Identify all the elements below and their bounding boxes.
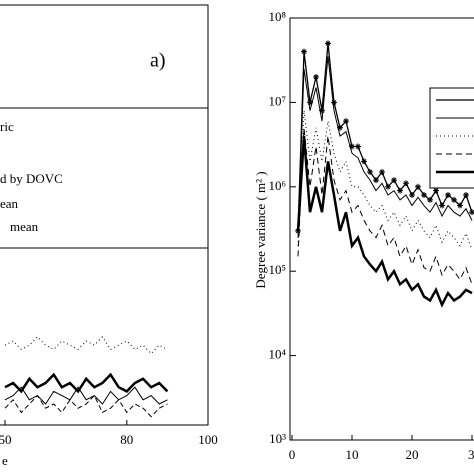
star-marker: [325, 40, 331, 47]
star-marker: [445, 191, 451, 198]
star-marker: [391, 177, 397, 184]
legend-label: ean: [0, 196, 19, 211]
star-marker: [469, 209, 474, 216]
y-tick-label: 10⁶: [268, 178, 286, 193]
star-marker: [385, 183, 391, 190]
x-tick-label: 100: [198, 432, 218, 447]
legend-label: mean: [10, 219, 39, 234]
x-tick-label: 30: [468, 447, 474, 462]
star-marker: [409, 191, 415, 198]
series-line: [297, 127, 473, 285]
x-tick-label: 80: [120, 432, 133, 447]
series-line: [297, 43, 473, 231]
left-legend-box: [0, 107, 209, 249]
y-tick-label: 10⁷: [268, 93, 286, 108]
star-marker: [451, 196, 457, 203]
star-marker: [331, 99, 337, 106]
series-line: [297, 110, 473, 250]
star-marker: [343, 118, 349, 125]
star-marker: [439, 202, 445, 209]
y-tick-label: 10³: [269, 431, 286, 446]
star-marker: [355, 143, 361, 150]
star-marker: [361, 158, 367, 165]
series-line: [4, 394, 168, 418]
star-marker: [301, 48, 307, 55]
star-marker: [307, 99, 313, 106]
star-marker: [397, 187, 403, 194]
star-marker: [313, 73, 319, 80]
star-marker: [403, 180, 409, 187]
y-axis-label: Degree variance ( m² ): [253, 171, 268, 288]
series-line: [297, 56, 473, 238]
series-line: [4, 335, 168, 355]
star-marker: [379, 168, 385, 175]
x-tick-label: 0: [289, 447, 296, 462]
right-frame: [289, 17, 474, 441]
star-marker: [433, 187, 439, 194]
star-marker: [373, 177, 379, 184]
star-marker: [463, 191, 469, 198]
star-marker: [349, 143, 355, 150]
star-marker: [337, 124, 343, 131]
panel-label: a): [150, 50, 166, 72]
star-marker: [427, 196, 433, 203]
legend-label: ric: [0, 119, 14, 134]
star-marker: [367, 168, 373, 175]
y-tick-label: 10⁴: [268, 347, 286, 362]
x-tick-label: 50: [0, 432, 12, 447]
y-tick-label: 10⁵: [268, 262, 286, 277]
y-tick-label: 10⁸: [268, 9, 286, 24]
star-marker: [415, 183, 421, 190]
x-axis-label: e: [2, 453, 8, 468]
x-tick-label: 20: [406, 447, 419, 462]
x-tick-label: 10: [346, 447, 359, 462]
series-line: [4, 372, 169, 394]
legend-label: d by DOVC: [0, 171, 63, 186]
star-marker: [319, 107, 325, 114]
series-line: [4, 386, 168, 405]
star-marker: [421, 191, 427, 198]
star-marker: [457, 202, 463, 209]
series-line: [296, 135, 473, 308]
